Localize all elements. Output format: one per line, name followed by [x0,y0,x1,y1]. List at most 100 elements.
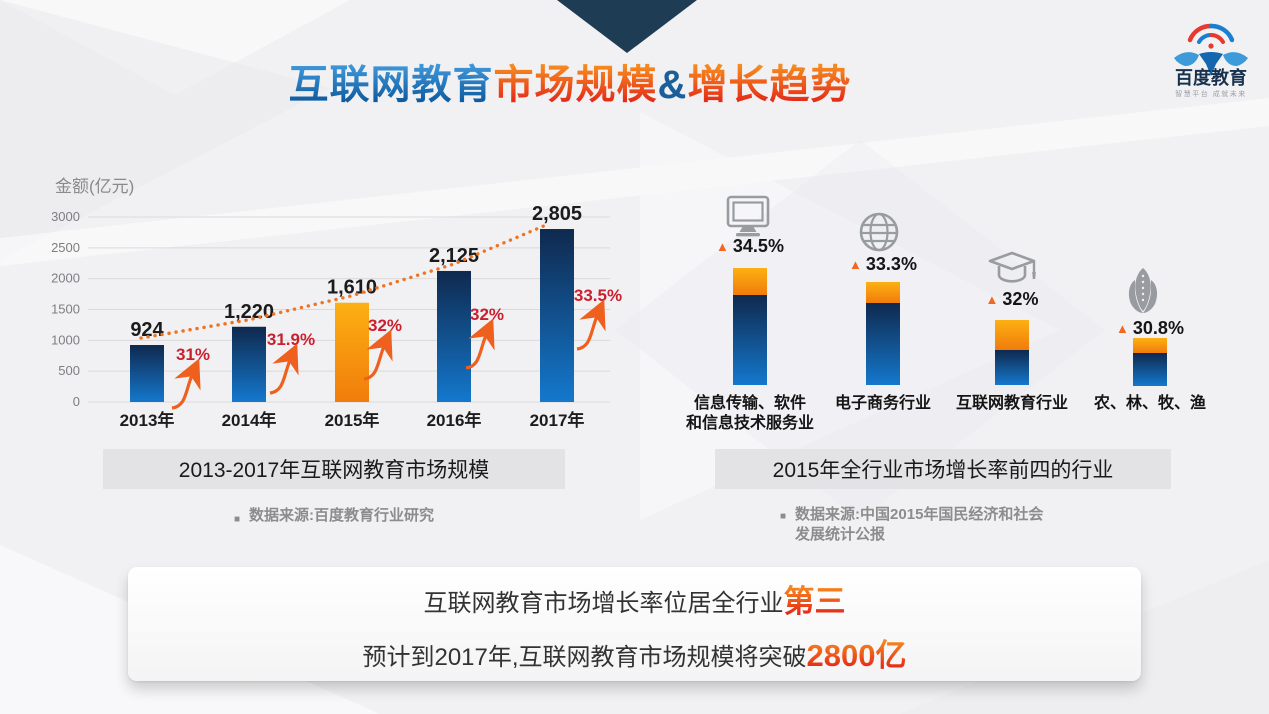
title-segment-orange1: 市场规模 [493,63,658,107]
growth-rate-label: 31.9% [267,330,315,349]
x-axis-label: 2013年 [120,410,175,430]
bar-blue-segment [995,350,1029,385]
industry-label: 电子商务行业 [793,394,973,414]
summary-line1-text: 互联网教育市场增长率位居全行业 [423,589,784,617]
logo-arcs-icon [1187,23,1235,49]
bar-value-label: 2,125 [429,245,479,267]
up-triangle-icon: ▲ [716,238,729,254]
industry-growth-chart: ▲ 34.5% 信息传输、软件 和信息技术服务业 ▲ 33.3% 电子商务行业 ▲ 32% 互联网… [655,158,1269,450]
left-chart-source: ■ 数据来源:百度教育行业研究 [103,506,565,528]
left-chart-caption: 2013-2017年互联网教育市场规模 [103,449,565,489]
bar-orange-segment [733,268,767,295]
square-bullet-icon: ■ [780,511,787,522]
graduation-cap-icon [987,248,1037,293]
industry-label-line: 农、林、牧、渔 [1093,395,1206,412]
trend-dotted-line [139,223,548,340]
summary-line2-text: 预计到2017年,互联网教育市场规模将突破 [362,643,807,671]
square-bullet-icon: ■ [233,514,241,525]
left-source-text: 数据来源:百度教育行业研究 [249,507,435,524]
monitor-icon [725,194,771,243]
bar-互联网教育行业 [995,320,1029,385]
logo-name: 百度教育 [1175,67,1247,88]
y-tick-label: 3000 [51,209,80,224]
growth-arrow-icon [269,343,299,395]
y-tick-label: 1500 [51,302,80,317]
right-source-line1: 数据来源:中国2015年国民经济和社会 [795,506,1044,523]
industry-label-line: 信息传输、软件 [693,395,806,412]
growth-value: ▲ 34.5% [690,235,810,257]
y-tick-label: 2000 [51,271,80,286]
y-tick-label: 2500 [51,240,80,255]
x-axis-label: 2014年 [222,410,277,430]
right-chart-source: ■ 数据来源:中国2015年国民经济和社会 发展统计公报 [780,505,1043,545]
growth-value: ▲ 33.3% [823,253,943,275]
growth-arrow-icon [363,329,393,381]
bar-2016年 [437,270,471,402]
growth-arrow-icon [465,318,495,370]
industry-label: 互联网教育行业 [922,394,1102,414]
summary-banner: 互联网教育市场增长率位居全行业第三 预计到2017年,互联网教育市场规模将突破2… [128,567,1141,681]
globe-icon [858,211,900,258]
bar-orange-segment [995,320,1029,350]
title-segment-orange2: 增长趋势 [687,63,852,107]
y-axis-title: 金额(亿元) [55,177,135,196]
title-segment-blue: 互联网教育 [288,63,494,107]
summary-line2-emphasis: 2800亿 [806,637,907,673]
y-tick-label: 1000 [51,332,80,347]
bar-信息传输、软件和信息技术服务业 [733,268,767,385]
growth-value: ▲ 32% [952,288,1072,310]
right-source-text: 数据来源:中国2015年国民经济和社会 发展统计公报 [795,505,1043,545]
bar-orange-segment [866,282,900,303]
growth-value-text: 30.8% [1132,317,1184,338]
industry-label-line: 和信息技术服务业 [685,415,814,432]
growth-value-text: 32% [1002,288,1039,309]
growth-rate-label: 32% [368,316,402,335]
growth-rate-label: 32% [470,305,504,324]
bar-value-label: 1,220 [224,301,274,323]
logo-bird-icon [1174,52,1248,76]
growth-value: ▲ 30.8% [1090,317,1210,339]
growth-value-text: 34.5% [732,235,784,256]
growth-value-text: 33.3% [865,253,917,274]
summary-line2: 预计到2017年,互联网教育市场规模将突破2800亿 [362,629,906,674]
up-triangle-icon: ▲ [849,256,862,272]
bar-value-label: 1,610 [327,277,377,299]
right-chart-caption: 2015年全行业市场增长率前四的行业 [715,449,1171,489]
corn-icon [1125,264,1161,321]
growth-arrow-icon [576,299,606,351]
bar-blue-segment [733,295,767,385]
bar-orange-segment [1133,338,1167,353]
growth-rate-label: 33.5% [574,286,622,305]
baidu-education-logo: 百度教育 智慧平台 成就未来 [1174,23,1248,98]
logo-tagline: 智慧平台 成就未来 [1175,89,1246,98]
bar-农、林、牧、渔 [1133,338,1167,386]
bar-2014年 [232,326,266,402]
y-tick-label: 500 [58,363,80,378]
top-chevron-decoration [557,0,697,53]
bar-value-label: 2,805 [532,203,582,225]
bar-2013年 [130,345,164,402]
x-axis-label: 2016年 [427,410,482,430]
industry-label: 农、林、牧、渔 [1060,394,1240,414]
bar-blue-segment [866,303,900,385]
growth-rate-label: 31% [176,345,210,364]
page-title: 互联网教育市场规模&增长趋势 [0,52,1140,110]
x-axis-label: 2017年 [530,410,585,430]
summary-line1: 互联网教育市场增长率位居全行业第三 [424,575,846,620]
industry-label: 信息传输、软件 和信息技术服务业 [660,394,840,434]
bar-2015年 [335,302,369,402]
title-ampersand: & [657,63,688,107]
x-axis-label: 2015年 [325,410,380,430]
industry-label-line: 电子商务行业 [834,395,931,412]
bar-2017年 [540,229,574,402]
summary-line1-emphasis: 第三 [783,583,846,619]
right-source-line2: 发展统计公报 [795,526,886,543]
bar-电子商务行业 [866,282,900,385]
bar-blue-segment [1133,353,1167,386]
market-size-bar-chart: 0500100015002000250030009242013年1,220201… [51,203,622,430]
up-triangle-icon: ▲ [985,291,999,307]
industry-label-line: 互联网教育行业 [955,395,1068,412]
up-triangle-icon: ▲ [1116,320,1129,336]
growth-arrow-icon [171,358,201,410]
